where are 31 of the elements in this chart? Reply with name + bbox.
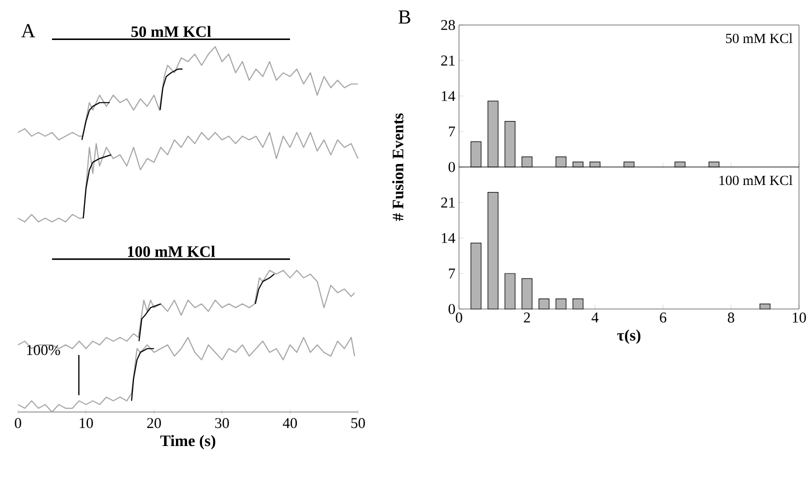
x-tick-label: 50 <box>351 418 365 428</box>
y-tick-label: 28 <box>441 20 455 30</box>
x-tick-label: 0 <box>14 418 22 428</box>
annotation: 50 mM KCl <box>726 33 792 44</box>
y-tick-label: 7 <box>448 126 456 136</box>
text: B <box>398 10 410 24</box>
annotation: 100% <box>27 345 60 356</box>
y-tick-label: 21 <box>441 198 455 208</box>
x-tick-label: 2 <box>524 312 530 322</box>
x-tick-label: 30 <box>215 418 229 428</box>
y-tick-label: 0 <box>448 162 455 172</box>
series-label: 50 mM KCl <box>131 26 211 38</box>
x-tick-label: 10 <box>792 312 806 323</box>
text: A <box>21 24 36 38</box>
x-tick-label: 10 <box>80 418 93 428</box>
y-tick-label: 21 <box>441 56 455 66</box>
x-tick-label: 4 <box>592 312 599 322</box>
y-axis-title: # Fusion Events <box>392 113 404 221</box>
y-tick-label: 7 <box>448 268 456 278</box>
y-tick-label: 0 <box>448 304 455 314</box>
x-tick-label: 6 <box>660 312 666 323</box>
annotation: 100 mM KCl <box>720 175 792 186</box>
y-tick-label: 14 <box>442 91 456 101</box>
x-tick-label: 20 <box>147 418 161 428</box>
y-tick-label: 14 <box>442 233 456 243</box>
x-tick-label: 0 <box>456 312 462 323</box>
x-axis-title: Time (s) <box>160 434 216 450</box>
series-label: 100 mM KCl <box>128 246 215 257</box>
x-tick-label: 40 <box>282 418 297 428</box>
x-tick-label: 8 <box>728 312 734 323</box>
x-axis-title: τ(s) <box>617 329 640 344</box>
